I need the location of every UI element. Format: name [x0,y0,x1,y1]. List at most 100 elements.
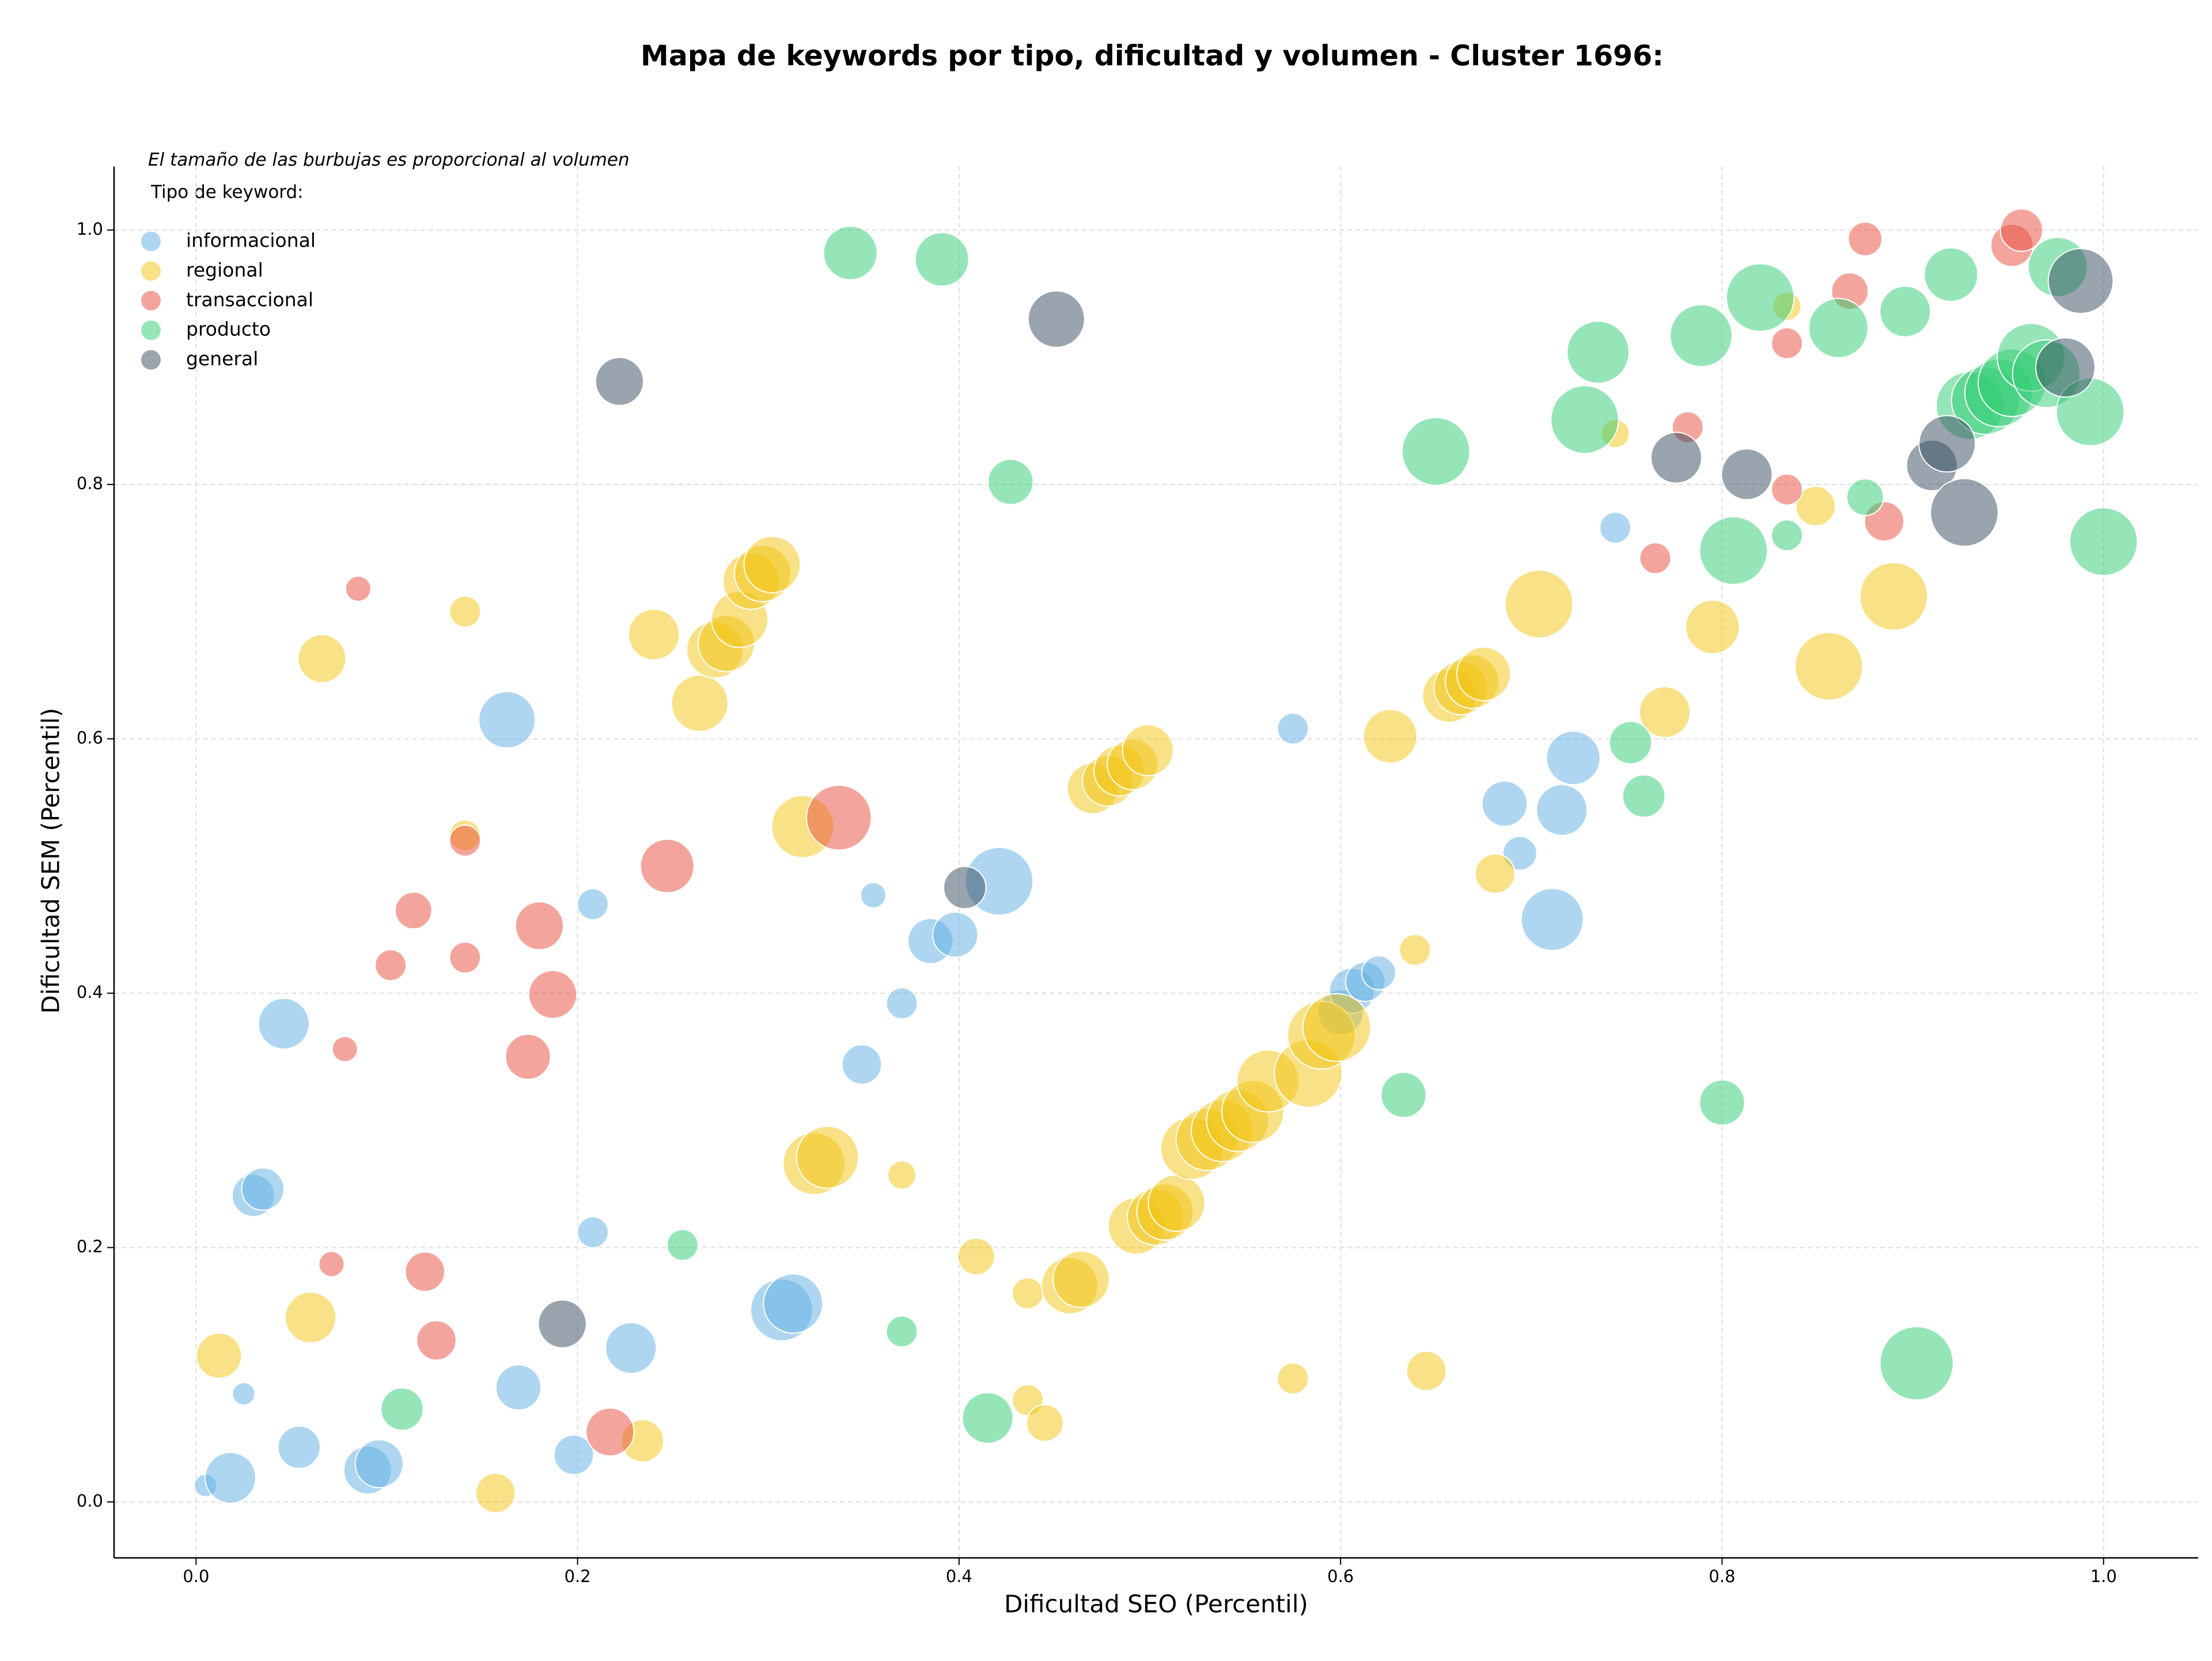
bubble [1930,478,1999,547]
x-tick-label: 0.6 [1327,1567,1354,1586]
bubble [594,357,645,406]
y-axis-label: Dificultad SEM (Percentil) [37,708,65,1014]
bubble [1566,320,1630,384]
bubble [1402,417,1471,486]
y-tick-label: 0.6 [77,728,103,747]
legend-marker [141,290,161,311]
bubble [577,1216,609,1248]
bubble [1795,486,1836,527]
bubble [1380,1072,1427,1118]
bubble [195,1332,243,1379]
bubble [1650,432,1703,484]
bubble [284,1291,337,1344]
bubble [823,225,878,281]
bubble [1669,304,1733,368]
bubble [1550,385,1619,455]
bubble [1362,709,1418,764]
legend-label: general [186,347,258,370]
bubble [805,784,872,851]
bubble [885,1315,918,1348]
legend-label: transaccional [186,288,313,311]
bubble [241,1167,285,1211]
bubble [514,901,565,951]
bubble [961,1392,1014,1444]
bubble [859,881,887,909]
bubble [1302,993,1372,1062]
bubble [943,865,987,910]
bubble [449,824,482,857]
bubble [1639,542,1672,574]
bubble [449,941,482,974]
bubble [1456,646,1512,702]
bubble [577,888,609,921]
bubble [1277,1362,1309,1395]
bubble [987,459,1034,505]
bubble [1639,686,1691,739]
legend-label: producto [186,318,271,340]
bubble [297,634,347,683]
bubble [2047,248,2114,315]
bubble [344,575,372,602]
legend-title: Tipo de keyword: [150,182,304,203]
bubble [495,1364,542,1411]
bubble [1504,569,1574,639]
bubble [743,535,801,593]
legend-marker [141,261,161,281]
bubble [1999,208,2044,252]
x-tick-label: 1.0 [2090,1567,2117,1586]
bubble [1725,263,1795,332]
bubble [232,1382,256,1406]
bubble [1808,297,1869,358]
bubble [628,608,680,661]
points [194,208,2138,1514]
bubble [395,891,433,930]
y-tick-label: 0.0 [77,1491,103,1511]
bubble [1147,1174,1206,1232]
bubble [380,1387,424,1431]
bubble [204,1451,257,1504]
bubble [257,997,310,1050]
y-tick-label: 0.2 [77,1236,103,1256]
bubble [1699,1079,1745,1126]
bubble [914,232,969,287]
bubble [374,949,407,982]
bubble [1923,247,1979,302]
bubble [449,595,482,628]
bubble [1847,221,1883,257]
bubble [1918,415,1976,473]
bubble [1859,562,1929,631]
x-tick-label: 0.4 [946,1567,972,1586]
bubble [1399,933,1431,966]
chart-title: Mapa de keywords por tipo, dificultad y … [641,40,1664,73]
bubble [796,1125,859,1189]
bubble [404,1251,446,1292]
bubble [1794,631,1863,701]
bubble [1771,327,1804,360]
bubble [763,1273,824,1334]
bubble [1608,721,1653,765]
bubble [1027,290,1085,348]
x-tick-label: 0.2 [565,1567,591,1586]
legend-marker [141,320,161,340]
bubble [277,1425,321,1469]
size-note: El tamaño de las burbujas es proporciona… [148,150,630,171]
bubble [885,987,918,1020]
bubble [887,1160,917,1190]
bubble [478,691,536,749]
legend-marker [141,350,161,370]
legend-label: regional [186,259,263,281]
y-tick-label: 1.0 [77,219,103,239]
bubble [1536,784,1588,837]
bubble [1361,955,1396,990]
bubble [2069,507,2138,576]
legend-marker [141,232,161,251]
bubble [666,1229,699,1261]
bubble [318,1251,345,1278]
bubble [537,1299,587,1349]
legend-label: informacional [186,229,316,252]
x-axis-label: Dificultad SEO (Percentil) [1004,1590,1308,1618]
bubble [1012,1277,1044,1310]
bubble [1685,599,1740,654]
bubble [1122,724,1174,777]
